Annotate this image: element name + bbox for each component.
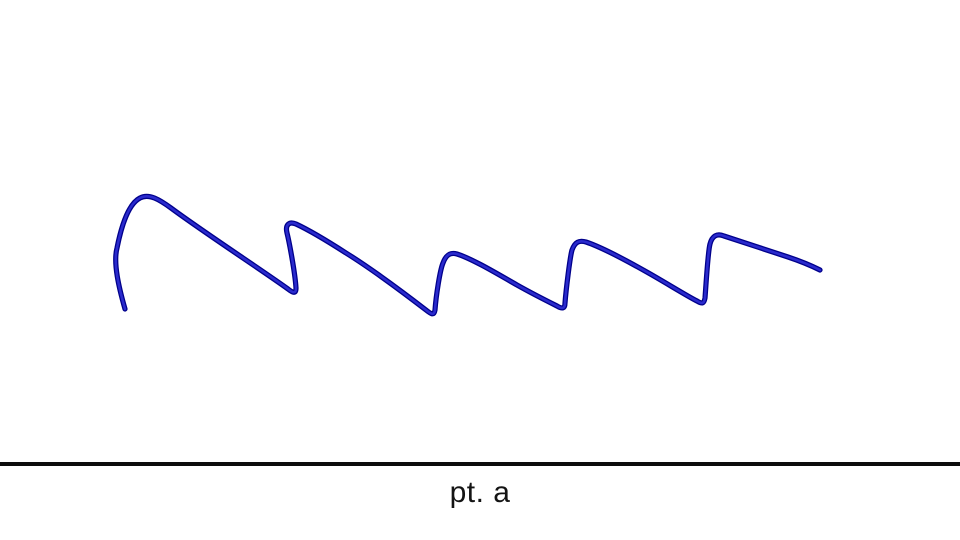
- curve-stroke-core: [114, 195, 822, 316]
- caption-label: pt. a: [449, 476, 511, 509]
- curve-stroke-outer: [113, 193, 823, 317]
- separator-line: [0, 462, 960, 466]
